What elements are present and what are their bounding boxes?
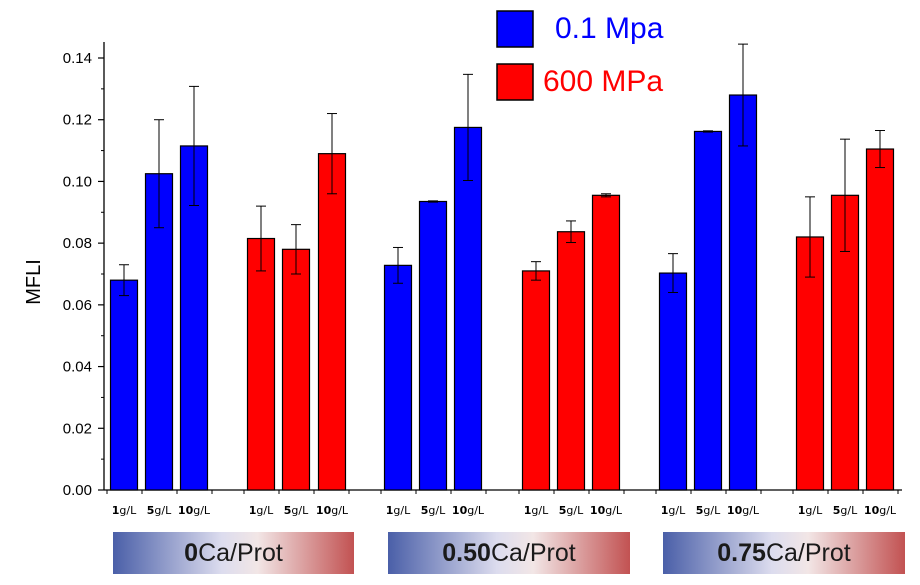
y-tick-label: 0.10 xyxy=(63,173,92,190)
bar xyxy=(521,270,551,491)
group-label: 0.75 Ca/Prot xyxy=(663,532,905,574)
category-label: 5g/L xyxy=(696,504,721,517)
bar xyxy=(317,153,347,491)
bar xyxy=(795,236,825,491)
bar xyxy=(865,148,895,491)
legend-label: 0.1 Mpa xyxy=(555,12,664,45)
legend-swatch xyxy=(496,63,534,101)
group-label-text: Ca/Prot xyxy=(765,538,851,567)
category-label: 10g/L xyxy=(590,504,623,517)
bar xyxy=(453,126,483,491)
category-label: 1g/L xyxy=(249,504,274,517)
group-label: 0.50 Ca/Prot xyxy=(388,532,630,574)
category-label: 1g/L xyxy=(798,504,823,517)
y-tick-label: 0.06 xyxy=(63,297,92,314)
group-label-bold: 0.75 xyxy=(717,538,766,567)
group-label-bold: 0.50 xyxy=(442,538,491,567)
bar xyxy=(383,264,413,491)
y-tick-label: 0.04 xyxy=(63,359,92,376)
y-tick-label: 0.02 xyxy=(63,420,92,437)
bar xyxy=(556,231,586,491)
category-label: 10g/L xyxy=(316,504,349,517)
category-label: 10g/L xyxy=(727,504,760,517)
y-axis-title: MFLI xyxy=(23,259,45,305)
bar xyxy=(246,237,276,491)
y-tick-label: 0.00 xyxy=(63,482,92,499)
group-label-text: Ca/Prot xyxy=(198,538,283,567)
bar xyxy=(281,248,311,491)
category-label: 1g/L xyxy=(524,504,549,517)
category-label: 1g/L xyxy=(661,504,686,517)
legend-swatch xyxy=(496,10,534,48)
bar xyxy=(591,194,621,491)
bar xyxy=(109,279,139,491)
bar xyxy=(728,94,758,491)
y-tick-label: 0.08 xyxy=(63,235,92,252)
y-tick-label: 0.12 xyxy=(63,112,92,129)
category-label: 5g/L xyxy=(833,504,858,517)
bar xyxy=(658,272,688,491)
legend-label: 600 MPa xyxy=(543,65,663,98)
category-label: 5g/L xyxy=(284,504,309,517)
bar xyxy=(418,200,448,491)
category-label: 10g/L xyxy=(452,504,485,517)
group-label-text: Ca/Prot xyxy=(490,538,576,567)
category-label: 5g/L xyxy=(559,504,584,517)
y-tick-label: 0.14 xyxy=(63,50,92,67)
category-label: 10g/L xyxy=(178,504,211,517)
category-label: 5g/L xyxy=(147,504,172,517)
group-label-bold: 0 xyxy=(184,538,199,567)
category-label: 1g/L xyxy=(386,504,411,517)
group-label: 0 Ca/Prot xyxy=(113,532,354,574)
category-label: 10g/L xyxy=(864,504,897,517)
bar xyxy=(693,130,723,491)
category-label: 1g/L xyxy=(112,504,137,517)
category-label: 5g/L xyxy=(421,504,446,517)
